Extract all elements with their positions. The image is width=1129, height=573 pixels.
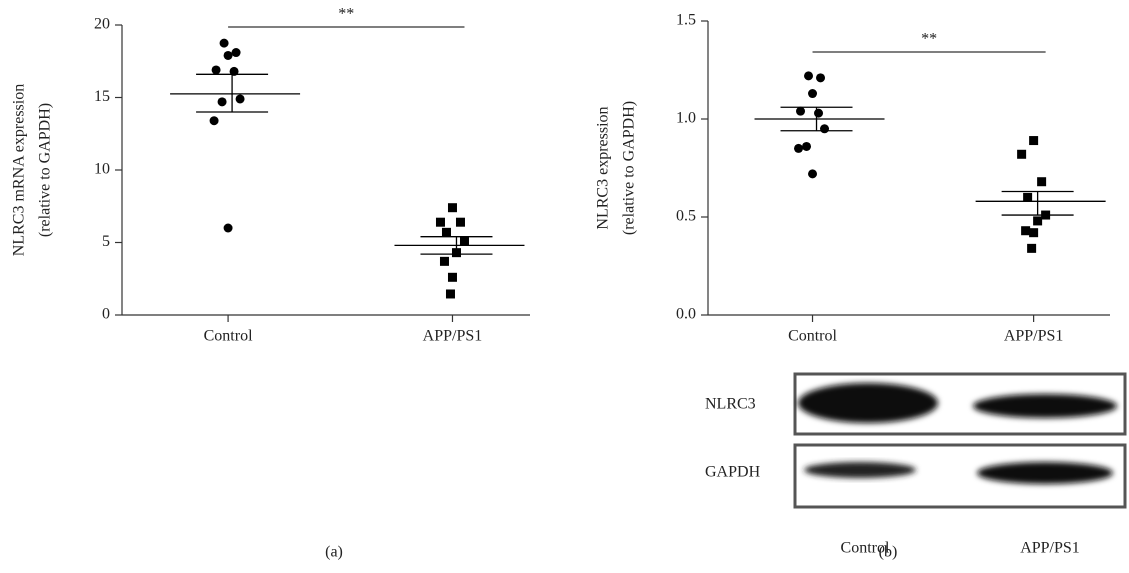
significance-label: **	[338, 6, 354, 23]
data-point	[210, 116, 219, 125]
y-tick-label: 1.5	[676, 12, 696, 29]
western-blot: NLRC3 GAPDH Control APP/PS1	[705, 374, 1125, 557]
data-point	[442, 228, 451, 237]
x-tick-label: Control	[204, 328, 253, 345]
panel-label: (a)	[325, 544, 343, 561]
data-point	[1023, 193, 1032, 202]
x-tick-label: APP/PS1	[423, 328, 483, 345]
y-tick-label: 20	[94, 16, 110, 33]
data-point	[808, 169, 817, 178]
data-point	[236, 94, 245, 103]
data-point	[1029, 228, 1038, 237]
data-point	[1029, 136, 1038, 145]
data-point	[232, 48, 241, 57]
data-point	[1033, 216, 1042, 225]
significance-label: **	[921, 31, 937, 48]
data-point	[436, 218, 445, 227]
data-point	[218, 97, 227, 106]
blot-band	[973, 394, 1117, 418]
data-point	[220, 39, 229, 48]
blot-band	[977, 462, 1113, 484]
y-tick-label: 0	[102, 306, 110, 323]
x-tick-label: APP/PS1	[1004, 328, 1064, 345]
data-point	[796, 107, 805, 116]
y-tick-label: 5	[102, 233, 110, 250]
data-point	[1017, 150, 1026, 159]
y-axis-label: (relative to GAPDH)	[37, 103, 54, 237]
y-tick-label: 1.0	[676, 110, 696, 127]
blot-band	[798, 383, 938, 423]
blot-row-label: NLRC3	[705, 396, 756, 413]
data-point	[820, 124, 829, 133]
data-point	[440, 257, 449, 266]
data-point	[794, 144, 803, 153]
data-point	[212, 65, 221, 74]
data-point	[1037, 177, 1046, 186]
data-point	[448, 273, 457, 282]
y-axis-label: NLRC3 mRNA expression	[11, 84, 28, 256]
y-tick-label: 0.5	[676, 208, 696, 225]
y-tick-label: 10	[94, 161, 110, 178]
blot-lane-label: APP/PS1	[1020, 540, 1080, 557]
data-point	[802, 142, 811, 151]
blot-band	[804, 462, 916, 478]
data-point	[456, 218, 465, 227]
data-point	[1021, 226, 1030, 235]
panel-label: (b)	[879, 544, 898, 561]
data-point	[224, 224, 233, 233]
data-point	[224, 51, 233, 60]
data-point	[804, 71, 813, 80]
data-point	[814, 109, 823, 118]
data-point	[460, 237, 469, 246]
y-tick-label: 0.0	[676, 306, 696, 323]
x-tick-label: Control	[788, 328, 837, 345]
figure: NLRC3 GAPDH Control APP/PS1 0 5 10 15 20 NLRC…	[0, 0, 1129, 573]
data-point	[446, 289, 455, 298]
data-point	[448, 203, 457, 212]
blot-row-label: GAPDH	[705, 464, 761, 481]
y-axis-label: (relative to GAPDH)	[621, 101, 638, 235]
y-tick-label: 15	[94, 88, 110, 105]
data-point	[1027, 244, 1036, 253]
data-point	[816, 73, 825, 82]
y-axis-label: NLRC3 expression	[595, 106, 612, 229]
data-point	[808, 89, 817, 98]
